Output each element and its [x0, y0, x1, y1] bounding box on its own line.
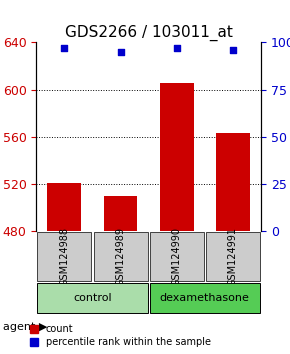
Text: agent ▶: agent ▶	[3, 322, 47, 332]
Bar	[104, 196, 137, 231]
Point	[118, 49, 123, 55]
Bar	[48, 183, 81, 231]
Point	[231, 47, 235, 53]
Text: GSM124989: GSM124989	[115, 227, 126, 286]
Bar	[160, 82, 194, 231]
Text: GSM124990: GSM124990	[172, 227, 182, 286]
Legend: count, percentile rank within the sample: count, percentile rank within the sample	[28, 322, 213, 349]
Point	[62, 45, 67, 51]
Text: dexamethasone: dexamethasone	[160, 293, 250, 303]
Point	[174, 45, 179, 51]
FancyBboxPatch shape	[37, 283, 148, 313]
Bar	[216, 133, 250, 231]
Text: GSM124988: GSM124988	[59, 227, 69, 286]
FancyBboxPatch shape	[94, 232, 148, 280]
Text: control: control	[73, 293, 112, 303]
Text: GSM124991: GSM124991	[228, 227, 238, 286]
Title: GDS2266 / 103011_at: GDS2266 / 103011_at	[65, 25, 233, 41]
FancyBboxPatch shape	[206, 232, 260, 280]
FancyBboxPatch shape	[150, 232, 204, 280]
FancyBboxPatch shape	[150, 283, 260, 313]
FancyBboxPatch shape	[37, 232, 91, 280]
